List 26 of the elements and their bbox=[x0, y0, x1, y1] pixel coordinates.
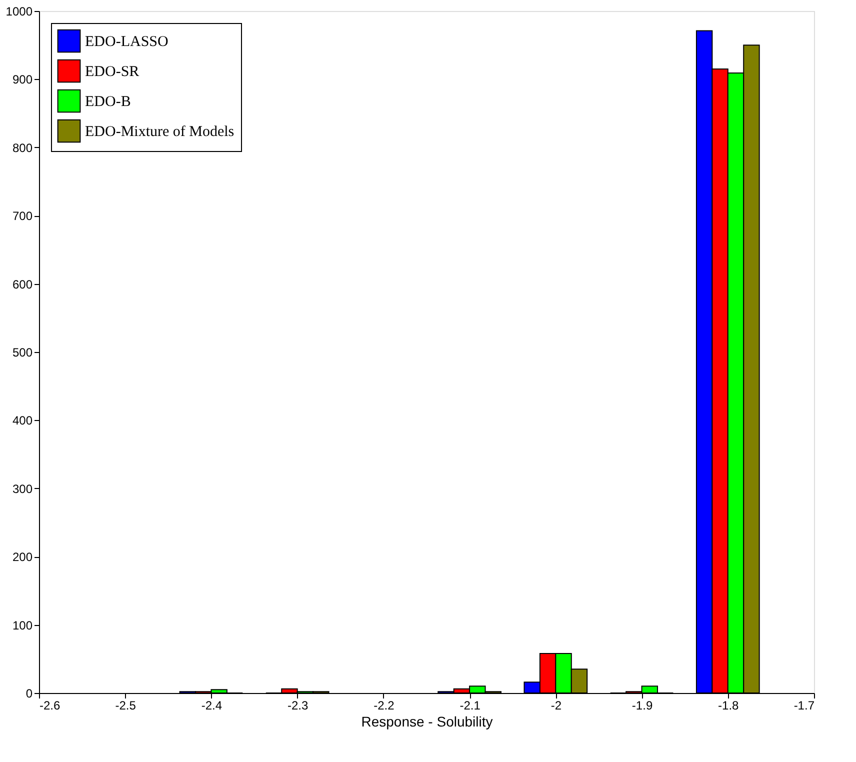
legend-label: EDO-SR bbox=[85, 64, 140, 80]
y-tick-label: 300 bbox=[12, 482, 33, 496]
x-tick-label: -2 bbox=[550, 698, 562, 712]
y-tick-label: 200 bbox=[12, 550, 33, 564]
y-tick-label: 1000 bbox=[6, 4, 33, 18]
y-tick-label: 100 bbox=[12, 618, 33, 632]
y-tick-label: 400 bbox=[12, 414, 33, 428]
x-tick-label: -2.6 bbox=[40, 698, 61, 712]
x-axis-title: Response - Solubility bbox=[361, 714, 493, 730]
y-tick-label: 0 bbox=[26, 686, 33, 700]
y-tick-label: 600 bbox=[12, 277, 33, 292]
legend-label: EDO-Mixture of Models bbox=[85, 124, 234, 140]
y-tick-label: 800 bbox=[12, 140, 33, 155]
y-tick-label: 900 bbox=[12, 72, 33, 87]
y-tick-label: 700 bbox=[12, 209, 33, 224]
x-tick-label: -2.4 bbox=[201, 698, 222, 712]
x-tick-label: -2.1 bbox=[460, 698, 481, 712]
x-tick-label: -2.5 bbox=[115, 698, 136, 712]
legend-label: EDO-LASSO bbox=[85, 34, 168, 50]
y-tick-label: 500 bbox=[12, 346, 33, 360]
legend-label: EDO-B bbox=[85, 94, 131, 110]
x-tick-label: -1.7 bbox=[794, 698, 815, 712]
x-tick-label: -1.8 bbox=[718, 698, 740, 712]
x-tick-label: -1.9 bbox=[632, 698, 653, 712]
x-tick-label: -2.2 bbox=[374, 698, 395, 712]
x-tick-label: -2.3 bbox=[287, 698, 308, 712]
